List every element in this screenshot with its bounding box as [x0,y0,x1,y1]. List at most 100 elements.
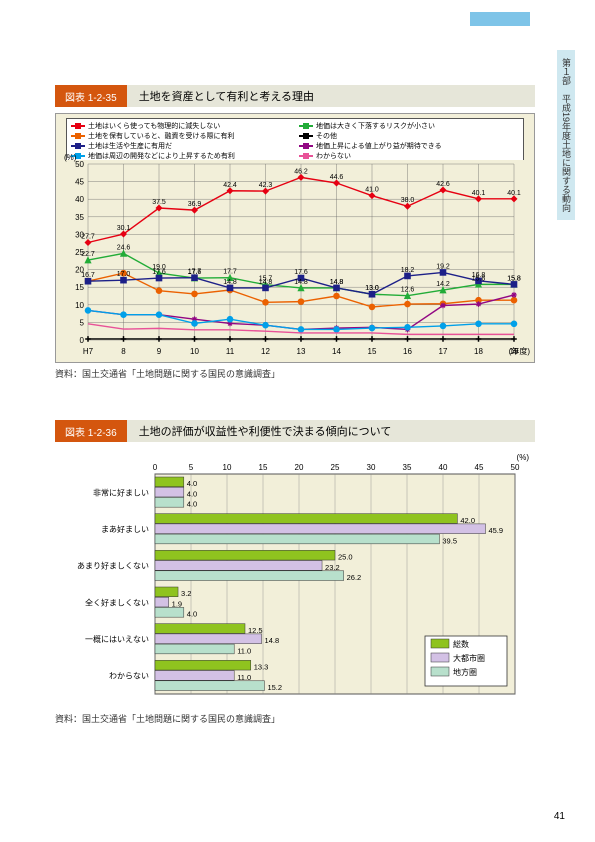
svg-text:17.7: 17.7 [188,269,202,276]
chart1-source: 資料：国土交通省「土地問題に関する国民の意識調査」 [55,367,535,380]
svg-text:16.7: 16.7 [81,272,95,279]
svg-text:44.6: 44.6 [330,174,344,181]
svg-text:14.8: 14.8 [330,279,344,286]
legend-item: 土地は生活や生産に有用だ [71,141,291,151]
svg-text:5: 5 [80,318,85,327]
svg-text:18.2: 18.2 [401,267,415,274]
svg-text:14.2: 14.2 [436,281,450,288]
svg-text:10: 10 [75,301,84,310]
svg-text:あまり好ましくない: あまり好ましくない [77,561,149,571]
svg-text:総数: 総数 [453,639,469,649]
svg-text:40.1: 40.1 [507,190,521,197]
svg-text:4.0: 4.0 [187,610,197,619]
svg-text:15: 15 [368,347,377,356]
svg-text:10: 10 [190,347,199,356]
legend-item: 地価は周辺の開発などにより上昇するため有利 [71,151,291,160]
svg-text:17.6: 17.6 [294,269,308,276]
svg-text:40: 40 [439,463,448,472]
chart2-frame: (%)05101520253035404550非常に好ましい4.04.04.0ま… [55,448,535,708]
svg-text:わからない: わからない [109,672,149,681]
svg-text:42.6: 42.6 [436,181,450,188]
svg-text:23.2: 23.2 [325,563,340,572]
svg-text:15: 15 [75,283,84,292]
svg-text:4.0: 4.0 [187,489,197,498]
svg-text:35: 35 [75,213,84,222]
svg-text:12: 12 [261,347,270,356]
svg-text:18: 18 [474,347,483,356]
svg-text:8: 8 [121,347,126,356]
svg-text:12.5: 12.5 [248,626,263,635]
svg-text:1.9: 1.9 [172,599,182,608]
svg-text:11.0: 11.0 [237,646,251,655]
svg-text:50: 50 [75,160,84,169]
chart2-label: 図表 1-2-36 [55,420,127,442]
svg-text:30: 30 [367,463,376,472]
svg-text:(%): (%) [517,453,530,462]
svg-text:4.0: 4.0 [187,500,197,509]
svg-text:非常に好ましい: 非常に好ましい [93,487,149,497]
svg-text:16.8: 16.8 [472,272,486,279]
svg-text:24.6: 24.6 [117,244,131,251]
svg-text:30.1: 30.1 [117,225,131,232]
svg-text:39.5: 39.5 [442,536,457,545]
svg-text:11.0: 11.0 [237,673,251,682]
svg-text:35: 35 [403,463,412,472]
svg-text:14.8: 14.8 [294,279,308,286]
svg-text:0: 0 [80,336,85,345]
svg-text:42.3: 42.3 [259,182,273,189]
svg-text:13.0: 13.0 [365,285,379,292]
svg-text:38.0: 38.0 [401,197,415,204]
svg-text:20: 20 [295,463,304,472]
legend-item: その他 [299,131,519,141]
svg-text:12.6: 12.6 [401,287,415,294]
svg-text:9: 9 [157,347,162,356]
svg-text:5: 5 [189,463,194,472]
svg-text:42.4: 42.4 [223,182,237,189]
svg-text:13: 13 [297,347,306,356]
chart2-source: 資料：国土交通省「土地問題に関する国民の意識調査」 [55,712,535,725]
svg-text:全く好ましくない: 全く好ましくない [85,597,149,607]
svg-text:37.5: 37.5 [152,199,166,206]
chart2-svg: (%)05101520253035404550非常に好ましい4.04.04.0ま… [55,448,533,706]
svg-text:45: 45 [75,178,84,187]
svg-text:11: 11 [226,347,235,356]
header-accent [470,12,530,26]
svg-text:4.0: 4.0 [187,479,197,488]
chart2-header: 図表 1-2-36 土地の評価が収益性や利便性で決まる傾向について [55,420,535,442]
svg-text:50: 50 [511,463,520,472]
svg-text:(年度): (年度) [509,346,531,356]
svg-text:10: 10 [223,463,232,472]
legend-item: 土地を保有していると、融資を受ける際に有利 [71,131,291,141]
legend-item: 地価は大きく下落するリスクが小さい [299,121,519,131]
svg-text:14.8: 14.8 [223,279,237,286]
svg-text:15.8: 15.8 [507,275,521,282]
svg-text:25.0: 25.0 [338,553,353,562]
svg-text:27.7: 27.7 [81,233,95,240]
chart1-title: 土地を資産として有利と考える理由 [127,85,535,107]
svg-text:17.7: 17.7 [223,269,237,276]
svg-text:45: 45 [475,463,484,472]
legend-item: 土地はいくら使っても物理的に減失しない [71,121,291,131]
svg-text:15: 15 [259,463,268,472]
svg-text:26.2: 26.2 [347,573,362,582]
svg-text:一概にはいえない: 一概にはいえない [85,634,149,644]
side-tab: 第１部 平成19年度土地に関する動向 [557,50,575,220]
svg-text:17.6: 17.6 [152,269,166,276]
svg-text:14: 14 [332,347,341,356]
svg-text:14.8: 14.8 [265,636,280,645]
svg-text:17.0: 17.0 [117,271,131,278]
page-number: 41 [554,811,565,822]
svg-text:地方圏: 地方圏 [453,667,477,677]
svg-text:16: 16 [403,347,412,356]
legend-item: 地価上昇による値上がり益が期待できる [299,141,519,151]
svg-text:46.2: 46.2 [294,168,308,175]
svg-text:19.2: 19.2 [436,263,450,270]
svg-text:14.8: 14.8 [259,279,273,286]
svg-text:40: 40 [75,195,84,204]
svg-text:36.9: 36.9 [188,201,202,208]
chart1-frame: 土地はいくら使っても物理的に減失しない地価は大きく下落するリスクが小さい土地を保… [55,113,535,363]
legend-item: わからない [299,151,519,160]
svg-text:H7: H7 [83,347,94,356]
svg-text:15.2: 15.2 [267,683,282,692]
svg-text:25: 25 [331,463,340,472]
